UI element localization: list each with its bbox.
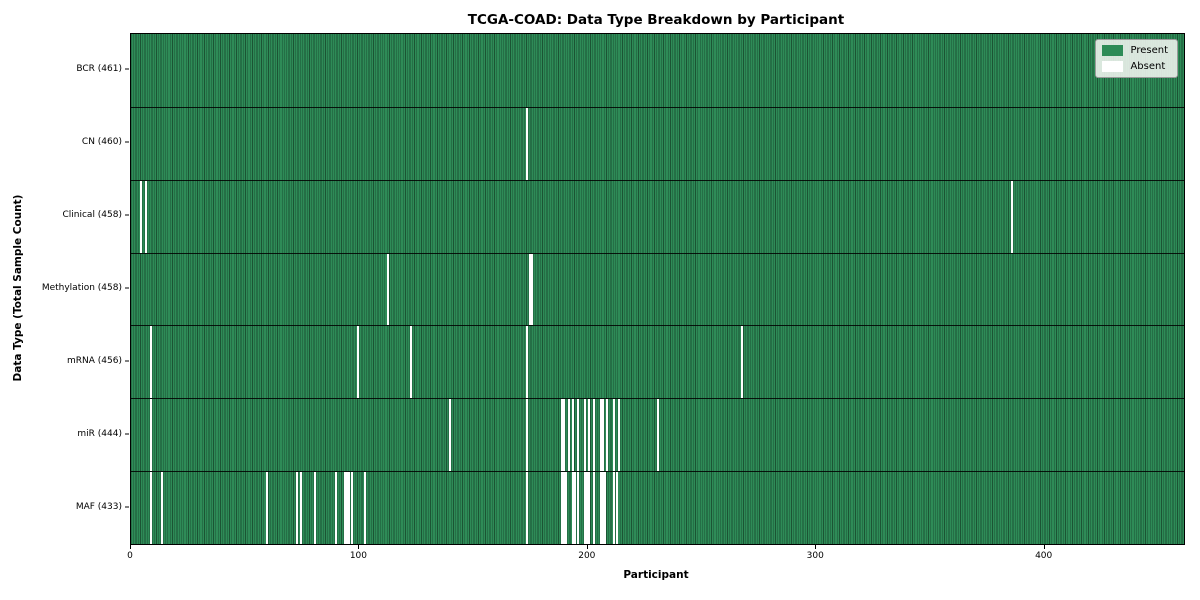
absent-stripe <box>531 253 533 326</box>
absent-stripe <box>613 472 616 544</box>
absent-stripe <box>606 399 609 472</box>
absent-stripe <box>567 399 570 472</box>
absent-stripe <box>572 399 575 472</box>
absent-stripe <box>583 399 586 472</box>
row-separator <box>131 325 1184 327</box>
x-tick-mark <box>358 545 360 549</box>
y-tick-label: MAF (433) <box>75 501 122 512</box>
absent-stripe <box>357 326 360 399</box>
x-tick-label: 0 <box>127 551 133 561</box>
absent-stripe <box>585 472 588 544</box>
legend: Present Absent <box>1095 39 1178 78</box>
y-tick-mark <box>125 360 129 362</box>
y-tick-mark <box>125 506 129 508</box>
x-axis-label: Participant <box>623 569 689 581</box>
absent-stripe <box>526 107 529 180</box>
absent-stripe <box>528 253 531 326</box>
absent-stripe <box>615 472 618 544</box>
y-tick-mark <box>125 68 129 70</box>
x-tick-label: 200 <box>578 551 596 561</box>
x-tick-label: 400 <box>1035 551 1053 561</box>
x-tick-label: 100 <box>349 551 367 561</box>
x-tick-mark <box>815 545 817 549</box>
absent-stripe <box>149 326 152 399</box>
y-tick-label: CN (460) <box>81 137 122 148</box>
x-tick-mark <box>130 545 131 549</box>
absent-stripe <box>576 472 579 544</box>
absent-stripe <box>656 399 659 472</box>
absent-stripe <box>343 472 346 544</box>
absent-stripe <box>572 472 575 544</box>
legend-label-absent: Absent <box>1130 61 1166 72</box>
absent-stripe <box>334 472 337 544</box>
legend-entry-absent: Absent <box>1102 61 1168 72</box>
absent-stripe <box>574 472 577 544</box>
absent-stripe <box>160 472 163 544</box>
absent-stripe <box>617 399 620 472</box>
absent-stripe <box>346 472 348 544</box>
absent-stripe <box>599 472 602 544</box>
absent-stripe <box>565 472 568 544</box>
x-tick-mark <box>586 545 588 549</box>
plot-area: Present Absent <box>130 33 1185 545</box>
absent-stripe <box>350 472 353 544</box>
absent-stripe <box>601 472 604 544</box>
y-tick-label: Clinical (458) <box>62 210 122 221</box>
absent-stripe <box>145 180 147 253</box>
absent-stripe <box>149 472 152 544</box>
absent-stripe <box>295 472 298 544</box>
absent-stripe <box>348 472 351 544</box>
absent-swatch <box>1102 61 1124 72</box>
absent-stripe <box>409 326 412 399</box>
absent-stripe <box>448 399 451 472</box>
absent-stripe <box>560 472 563 544</box>
absent-stripe <box>526 399 529 472</box>
absent-stripe <box>601 399 604 472</box>
y-tick-label: BCR (461) <box>76 64 122 75</box>
absent-stripe <box>387 253 390 326</box>
absent-stripe <box>588 472 591 544</box>
y-tick-mark <box>125 433 129 435</box>
absent-stripe <box>599 399 602 472</box>
absent-stripe <box>613 399 616 472</box>
absent-stripe <box>266 472 269 544</box>
y-tick-label: mRNA (456) <box>67 355 122 366</box>
row-separator <box>131 106 1184 108</box>
x-tick-mark <box>1043 545 1045 549</box>
row-separator <box>131 398 1184 400</box>
y-axis-label: Data Type (Total Sample Count) <box>12 194 24 382</box>
absent-stripe <box>140 180 143 253</box>
absent-stripe <box>592 399 595 472</box>
absent-stripe <box>526 326 529 399</box>
absent-stripe <box>563 472 565 544</box>
absent-stripe <box>741 326 744 399</box>
absent-stripe <box>314 472 316 544</box>
absent-stripe <box>1010 180 1013 253</box>
row-separator <box>131 252 1184 254</box>
legend-entry-present: Present <box>1102 45 1168 56</box>
y-tick-mark <box>125 214 129 216</box>
absent-stripe <box>588 399 591 472</box>
absent-stripe <box>576 399 579 472</box>
chart-title: TCGA-COAD: Data Type Breakdown by Partic… <box>467 12 845 28</box>
y-tick-label: miR (444) <box>77 428 122 439</box>
absent-stripe <box>583 472 586 544</box>
row-separator <box>131 471 1184 473</box>
y-tick-mark <box>125 141 129 143</box>
legend-label-present: Present <box>1130 45 1168 56</box>
absent-stripe <box>592 472 595 544</box>
absent-stripe <box>300 472 303 544</box>
absent-stripe <box>563 399 565 472</box>
absent-stripe <box>560 399 563 472</box>
x-tick-label: 300 <box>806 551 824 561</box>
absent-stripe <box>149 399 152 472</box>
present-swatch <box>1102 45 1124 56</box>
row-separator <box>131 179 1184 181</box>
absent-stripe <box>526 472 529 544</box>
y-tick-mark <box>125 287 129 289</box>
y-tick-label: Methylation (458) <box>41 283 122 293</box>
absent-stripe <box>604 472 607 544</box>
absent-stripe <box>364 472 367 544</box>
